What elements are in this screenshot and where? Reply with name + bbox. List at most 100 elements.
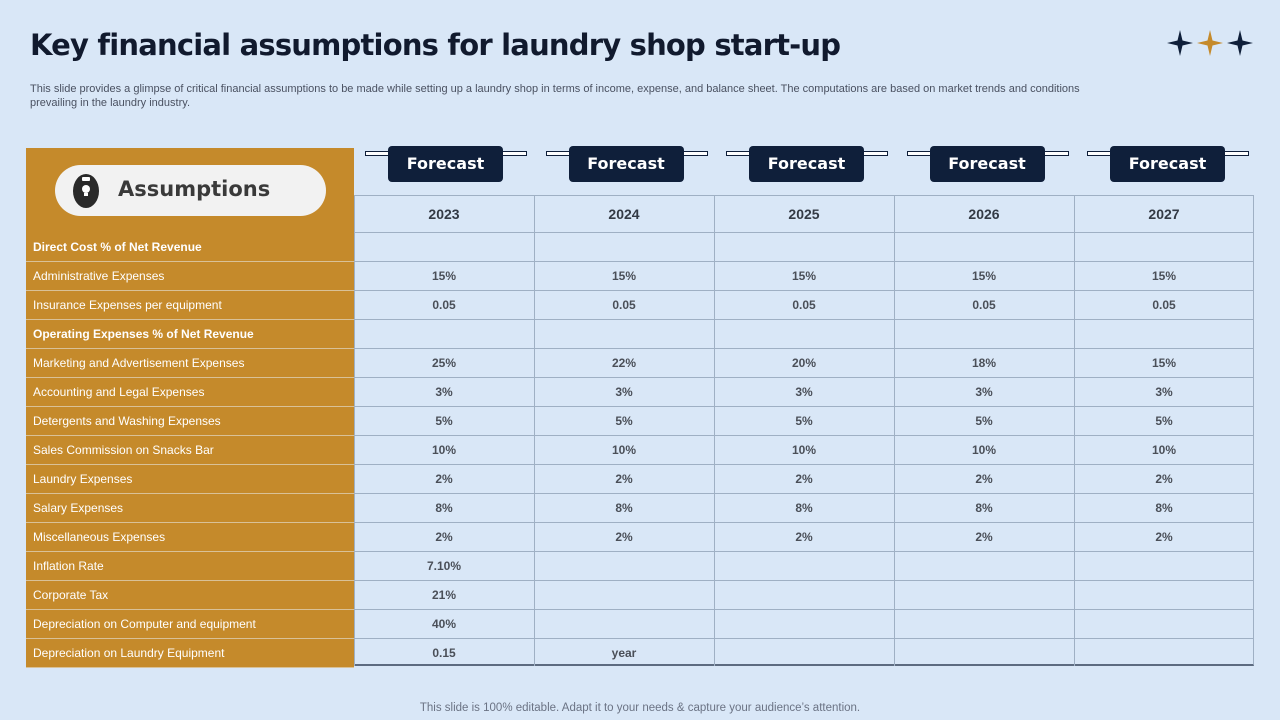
table-cell: 10% <box>431 443 457 457</box>
row-divider <box>354 580 1254 581</box>
row-divider <box>354 522 1254 523</box>
table-cell: 2% <box>795 472 813 486</box>
table-cell: 40% <box>431 617 457 631</box>
clipboard-lightbulb-icon <box>73 174 99 208</box>
table-cell: 2% <box>615 472 633 486</box>
forecast-badge-group: Forecast <box>1087 146 1249 182</box>
row-label: Marketing and Advertisement Expenses <box>26 349 354 378</box>
column-divider <box>534 195 535 666</box>
table-cell: 8% <box>615 501 633 515</box>
table-cell: 18% <box>971 356 997 370</box>
table-cell <box>534 581 714 610</box>
table-cell: 10% <box>611 443 637 457</box>
row-label: Administrative Expenses <box>26 262 354 291</box>
row-divider <box>354 290 1254 291</box>
table-cell: 7.10% <box>426 559 462 573</box>
table-cell: 3% <box>435 385 453 399</box>
forecast-badge-group: Forecast <box>545 146 708 182</box>
table-cell: 5% <box>615 414 633 428</box>
row-divider <box>354 551 1254 552</box>
table-cell: 2% <box>615 530 633 544</box>
row-label: Accounting and Legal Expenses <box>26 378 354 407</box>
row-label: Miscellaneous Expenses <box>26 523 354 552</box>
row-divider <box>354 319 1254 320</box>
table-cell: 3% <box>795 385 813 399</box>
table-cell: 2% <box>1155 530 1173 544</box>
table-cell: 8% <box>1155 501 1173 515</box>
table-cell: 15% <box>791 269 817 283</box>
forecast-badge-group: Forecast <box>365 146 527 182</box>
table-cell <box>894 639 1074 668</box>
row-label: Inflation Rate <box>26 552 354 581</box>
forecast-badge: Forecast <box>749 146 864 182</box>
table-cell <box>534 610 714 639</box>
table-cell <box>1074 320 1254 349</box>
year-header: 2027 <box>1148 206 1180 222</box>
row-label: Depreciation on Laundry Equipment <box>26 639 354 668</box>
table-cell: 25% <box>431 356 457 370</box>
table-cell: 10% <box>1151 443 1177 457</box>
year-header: 2024 <box>608 206 640 222</box>
table-cell: 0.15 <box>432 646 456 660</box>
sparkle-stars-icon <box>1167 30 1253 56</box>
table-cell: 10% <box>971 443 997 457</box>
row-label: Salary Expenses <box>26 494 354 523</box>
table-cell: 0.05 <box>972 298 996 312</box>
row-divider <box>354 609 1254 610</box>
table-cell: 5% <box>795 414 813 428</box>
table-cell: 0.05 <box>432 298 456 312</box>
table-cell: 3% <box>1155 385 1173 399</box>
row-divider <box>354 435 1254 436</box>
table-cell <box>354 233 534 262</box>
year-header: 2023 <box>428 206 460 222</box>
row-label: Laundry Expenses <box>26 465 354 494</box>
row-label: Insurance Expenses per equipment <box>26 291 354 320</box>
table-cell: 3% <box>975 385 993 399</box>
table-cell <box>1074 639 1254 668</box>
row-divider <box>354 348 1254 349</box>
table-cell <box>714 581 894 610</box>
page-subtitle: This slide provides a glimpse of critica… <box>30 83 1080 109</box>
table-cell <box>714 320 894 349</box>
forecast-badge: Forecast <box>1110 146 1225 182</box>
forecast-badge-group: Forecast <box>906 146 1069 182</box>
forecast-badge: Forecast <box>929 146 1045 182</box>
table-cell: 8% <box>435 501 453 515</box>
table-cell: 22% <box>611 356 637 370</box>
table-cell: 20% <box>791 356 817 370</box>
table-cell: 5% <box>975 414 993 428</box>
table-cell <box>534 552 714 581</box>
row-label: Direct Cost % of Net Revenue <box>26 233 354 262</box>
assumptions-header: Assumptions <box>26 148 354 233</box>
forecast-badge: Forecast <box>388 146 503 182</box>
row-divider <box>354 638 1254 639</box>
table-cell <box>894 552 1074 581</box>
table-cell <box>714 233 894 262</box>
table-cell <box>894 610 1074 639</box>
table-cell <box>894 581 1074 610</box>
table-cell: 2% <box>795 530 813 544</box>
row-divider <box>354 406 1254 407</box>
table-cell: 2% <box>1155 472 1173 486</box>
footer-note: This slide is 100% editable. Adapt it to… <box>419 702 861 714</box>
forecast-badge-group: Forecast <box>726 146 888 182</box>
table-cell <box>714 552 894 581</box>
row-divider <box>354 493 1254 494</box>
table-cell <box>534 233 714 262</box>
column-divider <box>1074 195 1075 666</box>
table-cell: 15% <box>1151 356 1177 370</box>
table-cell: 15% <box>611 269 637 283</box>
table-cell: 10% <box>791 443 817 457</box>
table-cell <box>1074 581 1254 610</box>
row-divider <box>354 232 1254 233</box>
row-label: Sales Commission on Snacks Bar <box>26 436 354 465</box>
year-header: 2025 <box>788 206 820 222</box>
assumptions-column: Assumptions Direct Cost % of Net Revenue… <box>26 148 354 668</box>
table-cell: 5% <box>1155 414 1173 428</box>
table-cell: 0.05 <box>1152 298 1176 312</box>
row-divider <box>354 464 1254 465</box>
column-divider <box>354 195 355 666</box>
table-cell: 8% <box>795 501 813 515</box>
table-cell: 2% <box>975 472 993 486</box>
table-cell: 15% <box>971 269 997 283</box>
